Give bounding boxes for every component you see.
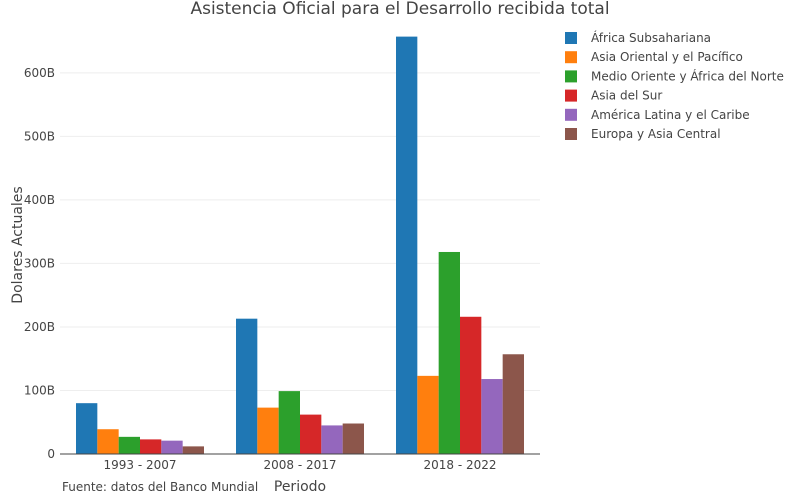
legend-label: Medio Oriente y África del Norte [591, 68, 784, 83]
y-tick-label: 200B [24, 320, 55, 334]
bar [417, 375, 439, 454]
bar [481, 379, 503, 454]
legend-swatch [565, 108, 577, 121]
source-note: Fuente: datos del Banco Mundial [62, 480, 258, 494]
bars [76, 36, 524, 455]
bar [118, 436, 140, 454]
legend: África Subsahariana Asia Oriental y el Pa… [565, 30, 784, 141]
bar [502, 354, 524, 454]
bar [321, 425, 343, 454]
bar [257, 407, 279, 454]
bar [396, 36, 418, 455]
x-tick-labels: 1993 - 2007 2008 - 2017 2018 - 2022 [103, 458, 496, 472]
legend-swatch [565, 128, 577, 140]
legend-swatch [565, 70, 577, 83]
legend-label: Europa y Asia Central [591, 127, 721, 141]
y-tick-labels: 0 100B 200B 300B 400B 500B 600B [24, 66, 55, 461]
legend-swatch [565, 51, 577, 64]
x-tick-label: 1993 - 2007 [103, 458, 176, 472]
bar [182, 446, 204, 454]
bar [460, 316, 482, 454]
legend-label: Asia del Sur [591, 89, 662, 103]
bar [140, 439, 162, 454]
y-tick-label: 500B [24, 129, 55, 143]
y-tick-label: 400B [24, 193, 55, 207]
bar [438, 251, 460, 454]
legend-swatch [565, 89, 577, 102]
legend-label: África Subsahariana [591, 30, 711, 45]
y-tick-label: 100B [24, 383, 55, 397]
y-tick-label: 300B [24, 256, 55, 270]
x-tick-label: 2018 - 2022 [423, 458, 496, 472]
y-tick-label: 600B [24, 66, 55, 80]
bar [278, 391, 300, 454]
bar [342, 423, 364, 454]
x-axis-title: Periodo [274, 479, 326, 494]
y-axis-title: Dolares Actuales [10, 186, 26, 303]
chart-title: Asistencia Oficial para el Desarrollo re… [190, 0, 609, 19]
legend-swatch [565, 32, 577, 44]
legend-label: América Latina y el Caribe [591, 108, 750, 122]
bar [300, 414, 322, 454]
bar [161, 440, 183, 454]
bar [76, 403, 98, 454]
x-tick-label: 2008 - 2017 [263, 458, 336, 472]
y-tick-label: 0 [47, 447, 55, 461]
bar [97, 429, 119, 454]
legend-label: Asia Oriental y el Pacífico [591, 50, 743, 64]
bar [236, 318, 258, 454]
